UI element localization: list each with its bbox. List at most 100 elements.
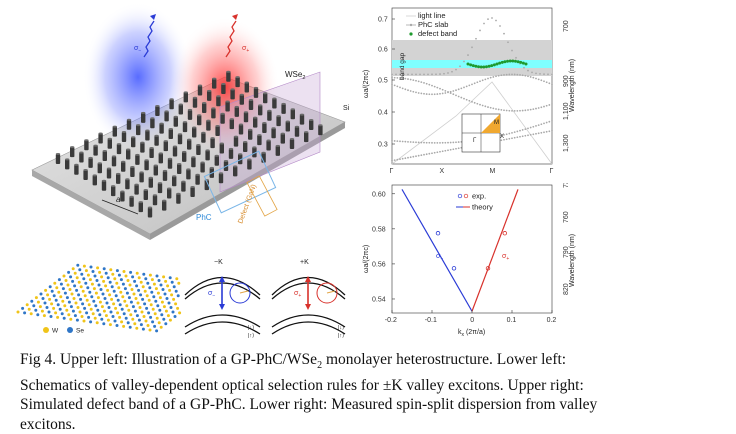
slab-band-point [500, 108, 503, 111]
slab-band-point [415, 79, 417, 82]
x-tick-label: 0.1 [507, 317, 517, 324]
lattice-atom [73, 314, 77, 318]
pillar-top [252, 146, 257, 149]
lattice-atom [69, 275, 73, 279]
slab-band-point [481, 104, 484, 107]
pillar-top [206, 119, 211, 122]
pillar-top [169, 98, 174, 101]
lattice-atom [110, 297, 114, 301]
pillar-top [280, 132, 285, 135]
lattice-atom [82, 264, 86, 268]
heterostructure-illustration: PhC Defect (GaN) a WSe2 Si σ− σ+ [31, 2, 350, 240]
pillar-top [234, 105, 239, 108]
slab-band-point [543, 122, 545, 125]
slab-band-point [535, 132, 537, 135]
slab-band-point [473, 82, 476, 85]
si-label: Si [343, 105, 350, 112]
lattice-atom [90, 295, 94, 299]
lattice-atom [73, 284, 77, 288]
pillar-top [243, 111, 249, 114]
lattice-atom [98, 300, 102, 304]
slab-band-point [436, 151, 439, 154]
slab-band-point [508, 137, 511, 140]
slab-band-point [495, 19, 497, 22]
lattice-atom [148, 273, 152, 277]
lattice-atom [137, 288, 141, 292]
pillar [182, 151, 187, 162]
pillar-top [238, 123, 244, 126]
lattice-atom [131, 317, 135, 321]
pillar-top [168, 127, 173, 130]
lattice-atom [80, 272, 84, 276]
pillar [214, 155, 219, 166]
pillar [172, 176, 177, 187]
slab-band-point [508, 109, 511, 112]
se-atom-icon [67, 327, 73, 333]
pillar [289, 139, 295, 149]
pillar-top [181, 180, 186, 183]
legend-phc-slab: PhC slab [418, 20, 448, 29]
slab-band-point [415, 155, 417, 158]
lattice-atom [122, 270, 126, 273]
lattice-atom [121, 295, 125, 299]
y2-tick-label: 790 [563, 246, 570, 258]
pillar [225, 101, 230, 112]
pillar [197, 85, 203, 96]
slab-band-point [393, 84, 396, 87]
slab-band-point [513, 131, 516, 134]
lattice-atom [57, 290, 61, 294]
lattice-atom [147, 298, 151, 302]
slab-band-point [529, 108, 532, 111]
lattice-atom [124, 316, 128, 320]
pillar-top [121, 160, 126, 163]
slab-band-point [532, 125, 535, 128]
pillar-top [92, 174, 98, 177]
slab-band-point [439, 92, 441, 95]
pillar-top [212, 77, 217, 80]
pillar-top [111, 185, 116, 188]
slab-band-point [537, 124, 540, 126]
pillar-top [116, 143, 122, 146]
x-tick-label: -0.2 [385, 317, 397, 324]
pillar-top [271, 127, 276, 130]
slab-band-point [532, 108, 535, 111]
lattice-atom [124, 274, 128, 278]
pillar-top [218, 172, 224, 175]
slab-band-point [521, 135, 524, 138]
lattice-atom [95, 279, 99, 282]
slab-band-point [537, 78, 540, 81]
pillar-top [167, 157, 173, 160]
lattice-atom [64, 279, 68, 282]
pillar [145, 130, 150, 141]
slab-band-point [489, 106, 492, 109]
pillar-top [187, 108, 193, 111]
lattice-atom [78, 310, 82, 314]
lattice-atom [115, 324, 119, 327]
pillar [186, 169, 191, 180]
lattice-atom [108, 280, 112, 284]
lattice-atom [147, 311, 151, 315]
slab-band-point [415, 91, 417, 94]
pillar [176, 193, 181, 204]
pillar-top [107, 137, 113, 140]
lattice-atom [75, 276, 79, 280]
slab-band-point [484, 78, 487, 81]
pillar-top [220, 112, 225, 115]
lattice-atom [132, 292, 136, 296]
slab-band-point [455, 147, 457, 150]
slab-band-point [475, 37, 477, 40]
lattice-atom [102, 309, 106, 313]
lattice-atom [83, 306, 87, 310]
slab-band-point [545, 130, 548, 133]
slab-band-point [420, 92, 423, 95]
lattice-atom [49, 315, 53, 318]
phc-label: PhC [196, 213, 212, 222]
slab-band-point [495, 108, 497, 110]
lattice-atom [156, 291, 160, 295]
lattice-atom [54, 311, 58, 315]
pillar [126, 119, 132, 130]
slab-band-point [399, 73, 401, 76]
lattice-atom [56, 303, 60, 307]
pillar-top [88, 156, 93, 159]
slab-band-point [449, 90, 452, 93]
